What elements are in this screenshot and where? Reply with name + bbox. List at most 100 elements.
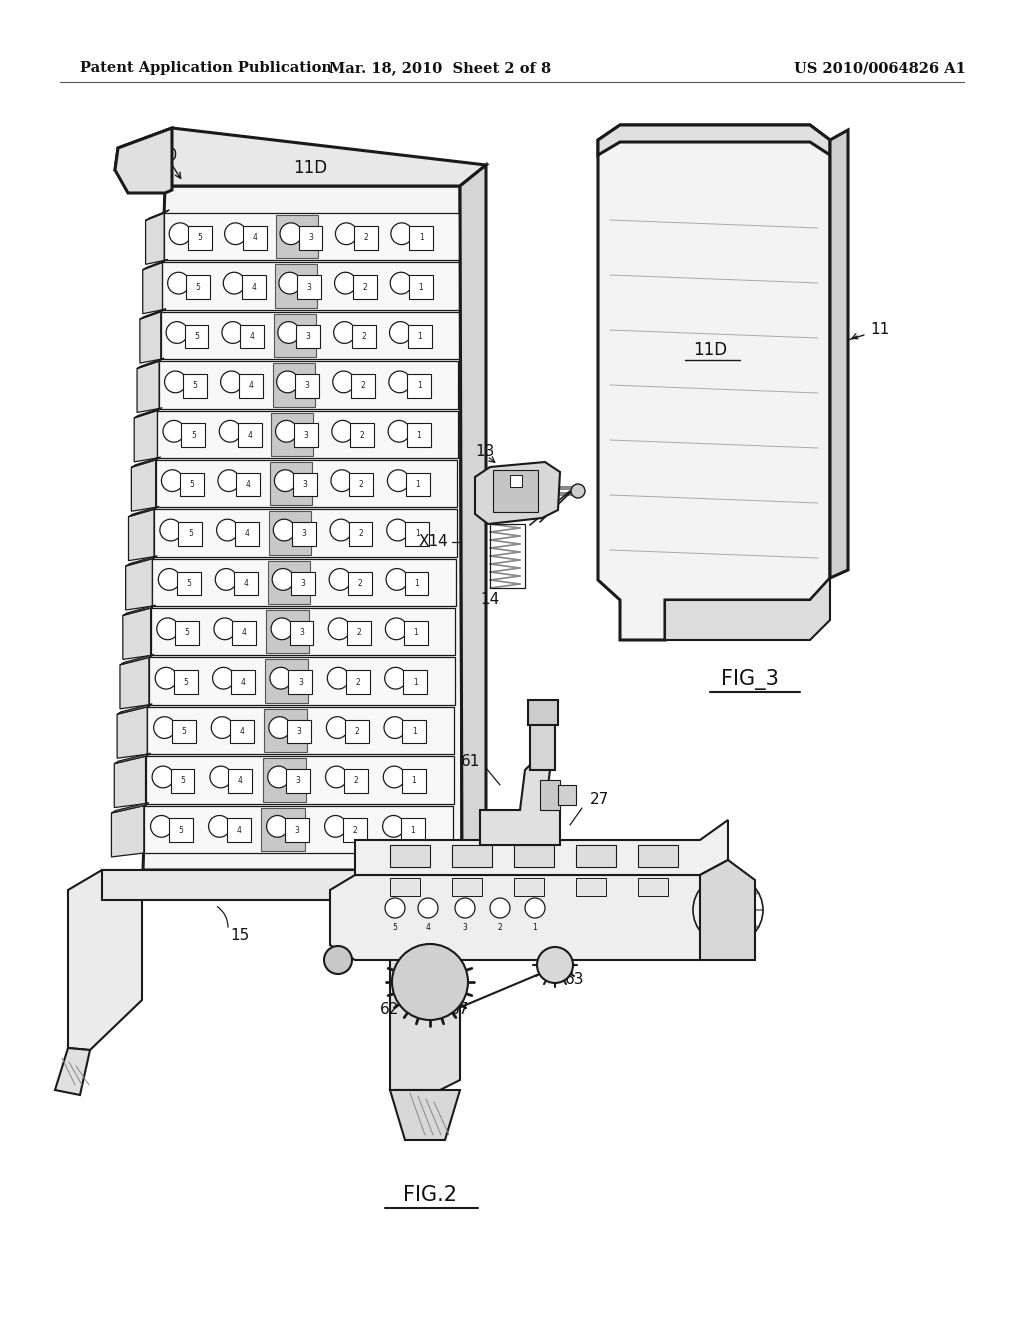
Polygon shape [55, 1048, 90, 1096]
Bar [238, 424, 262, 447]
Text: 62: 62 [380, 1002, 399, 1018]
Polygon shape [161, 312, 459, 359]
Text: 2: 2 [359, 430, 365, 440]
Text: 4: 4 [426, 924, 430, 932]
Text: 3: 3 [308, 234, 313, 242]
Polygon shape [131, 459, 156, 511]
Text: 3: 3 [302, 480, 307, 490]
Bar [295, 374, 319, 397]
Polygon shape [145, 213, 164, 264]
Bar [403, 620, 428, 644]
Circle shape [274, 470, 296, 491]
Bar [638, 845, 678, 867]
Bar [346, 671, 370, 694]
Bar [285, 818, 309, 842]
Text: 63: 63 [565, 973, 585, 987]
Text: 61: 61 [461, 755, 480, 770]
Circle shape [269, 717, 291, 738]
Circle shape [154, 717, 175, 738]
Bar [233, 572, 258, 595]
Polygon shape [164, 213, 460, 260]
Text: 5: 5 [198, 234, 202, 242]
Text: 2: 2 [358, 529, 362, 539]
Bar [390, 845, 430, 867]
Polygon shape [153, 558, 456, 606]
Text: 5: 5 [189, 480, 195, 490]
Circle shape [271, 618, 293, 640]
Bar [409, 276, 432, 298]
Text: 4: 4 [250, 331, 255, 341]
Polygon shape [134, 408, 163, 418]
Circle shape [266, 816, 289, 837]
Bar [383, 920, 407, 936]
Polygon shape [123, 605, 156, 615]
Polygon shape [145, 756, 454, 804]
Bar [270, 462, 312, 506]
Circle shape [160, 519, 181, 541]
Polygon shape [140, 312, 161, 363]
Bar [353, 276, 377, 298]
Circle shape [222, 322, 244, 343]
Polygon shape [598, 125, 830, 154]
Bar [237, 473, 260, 496]
Polygon shape [355, 820, 728, 875]
Polygon shape [102, 862, 460, 900]
Polygon shape [134, 411, 158, 462]
Polygon shape [137, 358, 164, 368]
Polygon shape [156, 459, 457, 507]
Bar [169, 818, 193, 842]
Circle shape [328, 668, 349, 689]
Bar [540, 780, 560, 810]
Bar [172, 719, 196, 743]
Text: 3: 3 [531, 851, 537, 861]
Circle shape [211, 717, 233, 738]
Text: 4: 4 [246, 480, 251, 490]
Bar [297, 276, 322, 298]
Text: 4: 4 [242, 628, 247, 638]
Text: 2: 2 [352, 826, 357, 834]
Text: 1: 1 [412, 727, 417, 737]
Bar [349, 473, 374, 496]
Bar [183, 374, 207, 397]
Text: 3: 3 [303, 430, 308, 440]
Text: 2: 2 [361, 331, 367, 341]
Bar [575, 845, 616, 867]
Circle shape [209, 816, 230, 837]
Bar [410, 226, 433, 249]
Circle shape [387, 470, 410, 491]
Polygon shape [598, 125, 830, 640]
Bar [291, 572, 314, 595]
Text: 67: 67 [451, 1002, 470, 1018]
Circle shape [279, 272, 301, 294]
Circle shape [385, 898, 406, 917]
Text: Patent Application Publication: Patent Application Publication [80, 61, 332, 75]
Circle shape [276, 371, 298, 393]
Circle shape [335, 272, 356, 294]
Polygon shape [700, 861, 755, 960]
Polygon shape [128, 507, 159, 516]
Circle shape [389, 371, 411, 393]
Text: 3: 3 [298, 677, 303, 686]
Polygon shape [390, 1090, 460, 1140]
Bar [490, 524, 525, 587]
Circle shape [280, 223, 302, 244]
Text: 11D: 11D [693, 341, 727, 359]
Polygon shape [159, 362, 458, 408]
Polygon shape [151, 609, 456, 656]
Bar [530, 719, 555, 770]
Bar [299, 226, 323, 249]
Polygon shape [142, 260, 168, 269]
Polygon shape [147, 706, 455, 754]
Bar [267, 561, 310, 605]
Polygon shape [115, 128, 172, 193]
Bar [239, 374, 263, 397]
Circle shape [455, 898, 475, 917]
Circle shape [162, 470, 183, 491]
Bar [452, 845, 492, 867]
Circle shape [334, 322, 355, 343]
Text: 13: 13 [475, 445, 495, 459]
Text: 3: 3 [307, 282, 311, 292]
Bar [514, 878, 544, 896]
Text: 4: 4 [238, 776, 243, 785]
Circle shape [383, 816, 404, 837]
